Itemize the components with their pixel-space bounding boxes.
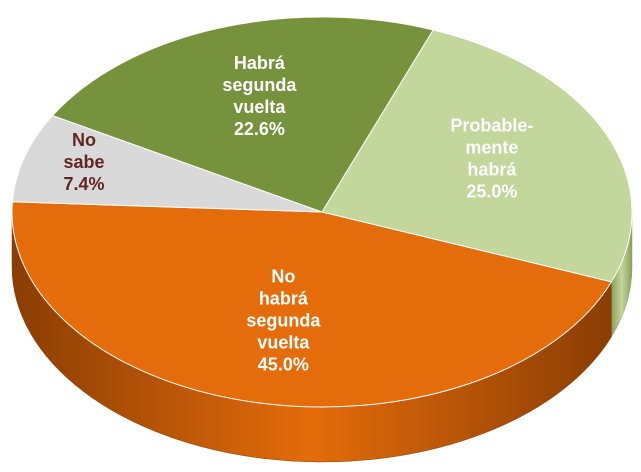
slice-label: No habrá segunda vuelta [246, 266, 321, 352]
slice [321, 29, 633, 283]
slice [11, 114, 323, 213]
slice [51, 16, 434, 213]
value-label: 7.4% [63, 174, 104, 194]
value-label: 22.6% [234, 119, 285, 139]
slice [11, 201, 613, 408]
value-label: 25.0% [466, 181, 517, 201]
value-label: 45.0% [258, 354, 309, 374]
slice-label: Habrá segunda vuelta [222, 53, 297, 117]
slice-label: No sabe [63, 130, 104, 172]
slice-label: Probable-mente habrá [450, 115, 533, 179]
tops [11, 16, 633, 408]
